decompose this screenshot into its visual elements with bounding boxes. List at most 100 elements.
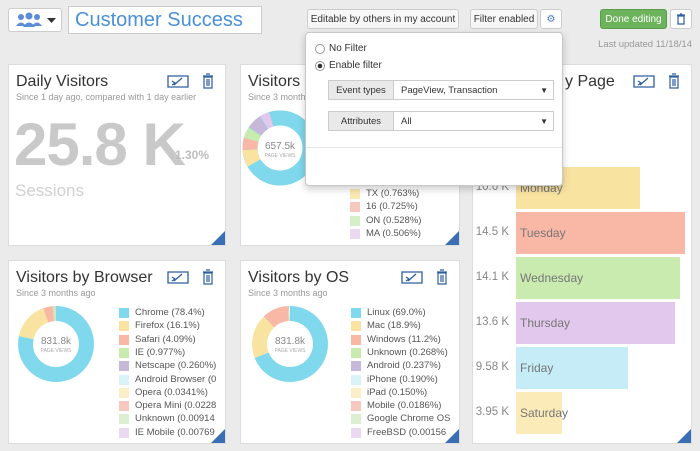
- group-icon: [16, 12, 56, 27]
- field-label: Attributes: [328, 111, 394, 131]
- resize-triangle: [677, 429, 691, 443]
- widget-os: Visitors by OS Since 3 months ago Linux …: [240, 260, 460, 444]
- radio[interactable]: [314, 43, 326, 55]
- bar-value-label: 13.6 K: [475, 316, 509, 328]
- trash-icon[interactable]: [203, 269, 213, 285]
- widget-daily-visitors: Daily Visitors Since 1 day ago, compared…: [8, 64, 226, 246]
- bar-category: Friday: [520, 361, 554, 375]
- legend-label: IE Mobile (0.00769: [135, 426, 215, 438]
- legend-swatch: [119, 427, 129, 438]
- select-caret: ▼: [540, 86, 548, 95]
- field-select[interactable]: All ▼: [393, 111, 554, 131]
- donut-total: 831.8k: [274, 336, 306, 347]
- last-updated: Last updated 11/18/14: [598, 39, 692, 50]
- donut-slice: [52, 306, 56, 322]
- donut-slice: [18, 306, 94, 382]
- legend-swatch: [119, 347, 129, 358]
- group-button[interactable]: [8, 8, 62, 32]
- filter-popover: No Filter Enable filter Event types PageVie…: [305, 32, 563, 186]
- donut-label: PAGE VIEWS: [40, 348, 72, 354]
- widget-tools: [167, 269, 213, 285]
- bar-value-label: 14.5 K: [475, 226, 509, 238]
- legend-label: 16 (0.725%): [366, 201, 418, 213]
- divider: [306, 147, 562, 148]
- trash-icon[interactable]: [437, 269, 447, 285]
- legend-swatch: [119, 334, 129, 345]
- legend-label: Chrome (78.4%): [135, 307, 205, 318]
- donut-slice: [242, 110, 318, 186]
- legend-swatch: [351, 347, 361, 358]
- filter-settings-button[interactable]: ⚙: [540, 9, 562, 29]
- legend-swatch: [119, 361, 129, 372]
- legend-swatch: [350, 215, 360, 226]
- resize-triangle: [211, 429, 225, 443]
- resize-handle[interactable]: [211, 231, 225, 245]
- resize-handle[interactable]: [445, 429, 459, 443]
- trash-icon[interactable]: [669, 73, 679, 89]
- bar-value-label: 9.58 K: [475, 361, 509, 373]
- resize-handle[interactable]: [677, 429, 691, 443]
- filter-button[interactable]: Filter enabled: [470, 9, 538, 29]
- legend-label: Mobile (0.0186%): [367, 400, 442, 412]
- field-value: All: [401, 116, 412, 127]
- legend-label: TX (0.763%): [366, 188, 420, 199]
- widget-title: y Page: [565, 73, 615, 90]
- resize-handle[interactable]: [211, 429, 225, 443]
- legend-label: Netscape (0.260%): [135, 360, 217, 372]
- sharing-text: Editable by others in my account: [310, 14, 456, 25]
- field-select[interactable]: PageView, Transaction ▼: [393, 80, 554, 100]
- done-editing-button[interactable]: Done editing: [600, 9, 667, 29]
- legend-swatch: [351, 334, 361, 345]
- legend-label: iPhone (0.190%): [367, 373, 438, 385]
- widget-tools: [401, 269, 447, 285]
- donut-total: 657.5k: [264, 141, 296, 152]
- edit-icon[interactable]: [167, 75, 189, 88]
- legend-label: ON (0.528%): [366, 214, 422, 226]
- donut-slice: [289, 306, 290, 322]
- donut-slice: [242, 110, 318, 186]
- trash-icon[interactable]: [203, 73, 213, 89]
- legend-label: Firefox (16.1%): [135, 320, 200, 332]
- donut-slice: [242, 110, 318, 186]
- donut-slice: [263, 306, 289, 328]
- bar-category: Wednesday: [520, 271, 584, 285]
- legend-swatch: [351, 427, 361, 438]
- legend-swatch: [119, 414, 129, 425]
- bar: [516, 347, 628, 389]
- legend-swatch: [351, 321, 361, 332]
- legend-label: FreeBSD (0.00156: [367, 426, 447, 438]
- widget-browser: Visitors by Browser Since 3 months ago C…: [8, 260, 226, 444]
- delete-dashboard-button[interactable]: [670, 9, 692, 29]
- edit-icon[interactable]: [167, 271, 189, 284]
- radio[interactable]: [314, 60, 326, 72]
- widget-title: Visitors by Browser: [16, 269, 153, 286]
- donut-slice: [54, 306, 56, 322]
- bar-value-label: 3.95 K: [475, 406, 509, 418]
- legend-swatch: [119, 308, 129, 318]
- bar-category: Saturday: [520, 406, 569, 420]
- legend-label: iPad (0.150%): [367, 386, 428, 398]
- bar-category: Tuesday: [520, 226, 566, 240]
- legend-swatch: [351, 414, 361, 425]
- resize-handle[interactable]: [445, 231, 459, 245]
- legend-swatch: [351, 401, 361, 412]
- bar-category: Thursday: [520, 316, 571, 330]
- sharing-dropdown[interactable]: Editable by others in my account ▾: [307, 9, 459, 45]
- widget-by-day: y Page Monday 10.6 K Tuesday 14.5 K Wednesda…: [472, 64, 692, 444]
- dashboard-title-input[interactable]: Customer Success: [68, 6, 262, 34]
- bar: [516, 257, 681, 299]
- donut-slice: [287, 306, 290, 322]
- donut-label: PAGE VIEWS: [274, 348, 306, 354]
- bar: [516, 212, 685, 254]
- legend-label: MA (0.506%): [366, 227, 421, 239]
- trash-icon: [677, 13, 685, 25]
- metric-change: ↓1.30%: [169, 148, 210, 162]
- legend-label: Opera (0.0341%): [135, 386, 208, 398]
- edit-icon[interactable]: [401, 271, 423, 284]
- legend-label: Android (0.237%): [367, 360, 441, 372]
- radio-dot: [317, 63, 323, 69]
- legend-swatch: [119, 401, 129, 412]
- edit-icon[interactable]: [633, 75, 655, 88]
- donut-slice: [252, 316, 275, 358]
